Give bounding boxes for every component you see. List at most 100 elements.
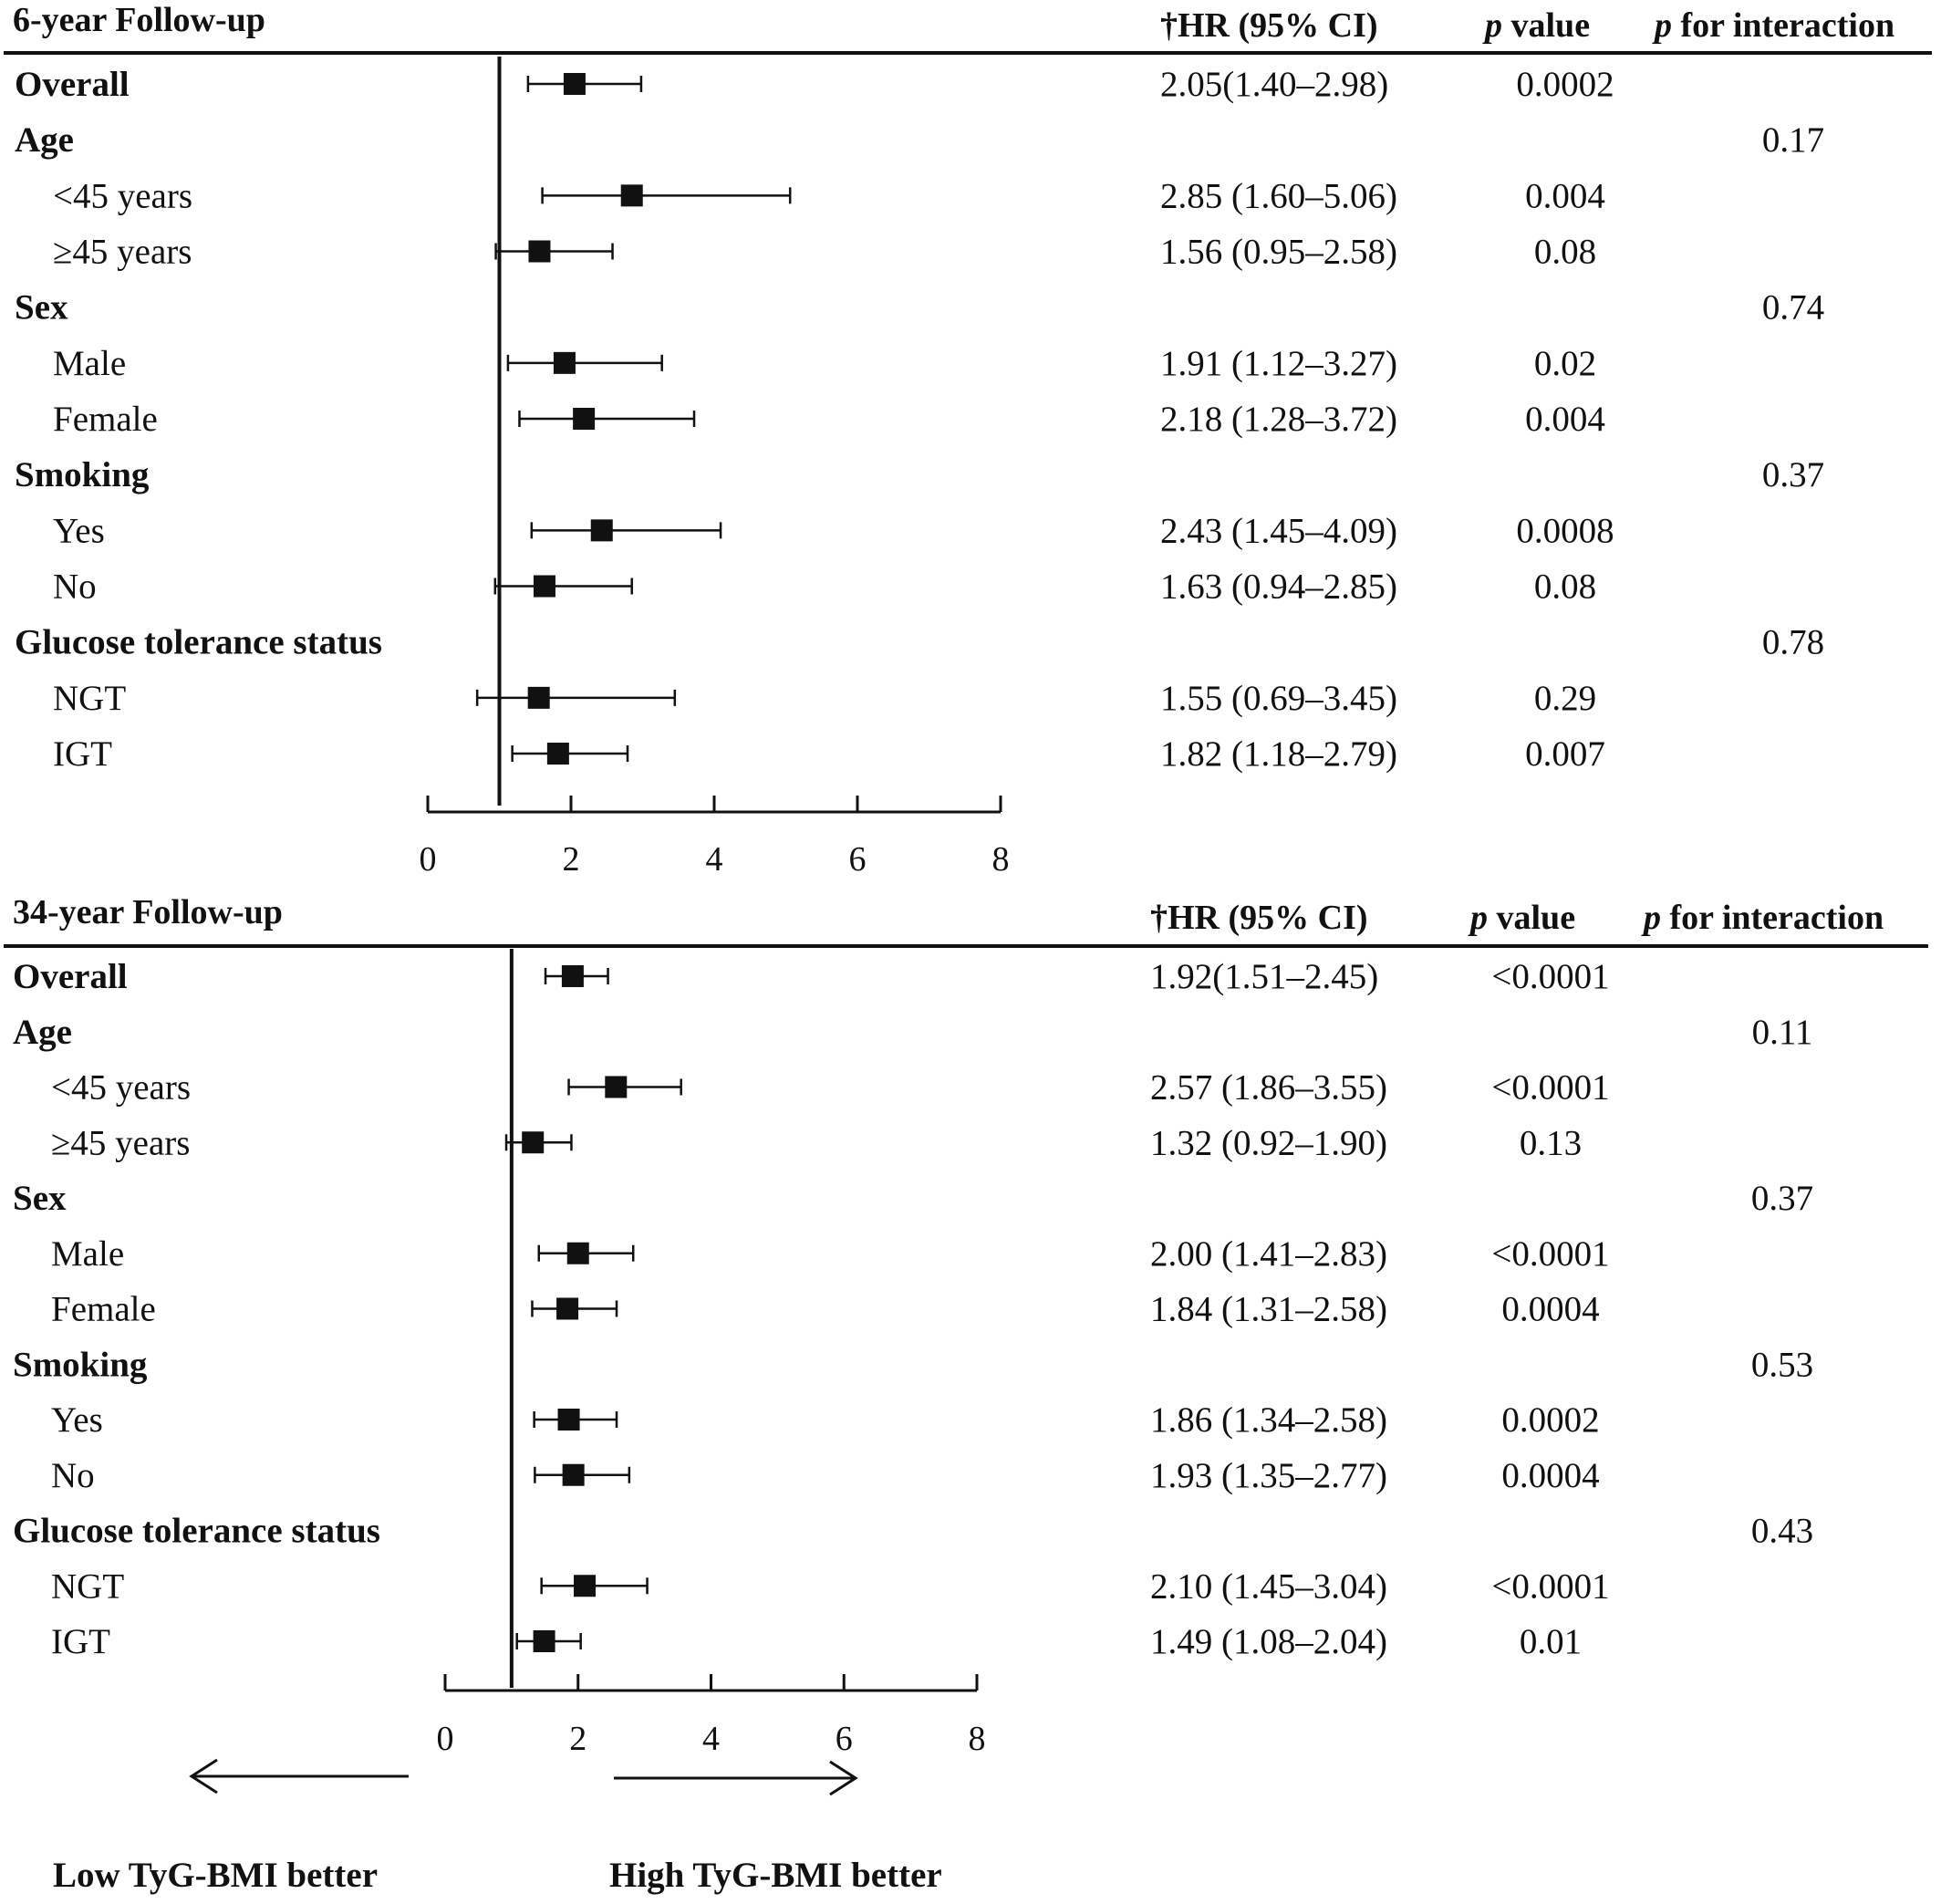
subgroup-label: Female xyxy=(51,1290,156,1329)
p-value: 0.29 xyxy=(1534,679,1596,718)
p-interaction-value: 0.37 xyxy=(1751,1179,1813,1218)
p-value: 0.0002 xyxy=(1501,1400,1599,1440)
hr-point-marker xyxy=(563,73,586,95)
p-value: 0.13 xyxy=(1520,1123,1582,1162)
hr-column-header: †HR (95% CI) xyxy=(1160,6,1378,45)
subgroup-label: <45 years xyxy=(53,176,192,215)
subgroup-heading: Glucose tolerance status xyxy=(15,623,382,662)
hr-point-marker xyxy=(561,965,584,987)
hr-ci-value: 2.10 (1.45–3.04) xyxy=(1150,1566,1387,1606)
hr-ci-value: 1.32 (0.92–1.90) xyxy=(1150,1123,1387,1162)
subgroup-label: Yes xyxy=(53,511,105,550)
hr-ci-value: 1.93 (1.35–2.77) xyxy=(1150,1456,1387,1495)
subgroup-label: NGT xyxy=(51,1566,124,1606)
x-tick-label: 2 xyxy=(569,1720,586,1758)
hr-ci-value: 1.82 (1.18–2.79) xyxy=(1160,734,1397,774)
p-value: 0.08 xyxy=(1534,567,1596,607)
hr-point-marker xyxy=(533,575,555,598)
p-value: <0.0001 xyxy=(1491,1234,1609,1274)
hr-ci-value: 1.56 (0.95–2.58) xyxy=(1160,233,1397,272)
subgroup-heading: Smoking xyxy=(13,1345,148,1384)
subgroup-label: IGT xyxy=(51,1622,110,1661)
panel-title: 6-year Follow-up xyxy=(13,1,265,39)
hr-ci-value: 2.43 (1.45–4.09) xyxy=(1160,511,1397,550)
p-interaction-column-header: p for interaction xyxy=(1641,899,1884,937)
right-arrow-head xyxy=(829,1760,858,1796)
p-value: 0.004 xyxy=(1525,400,1605,439)
hr-point-marker xyxy=(605,1076,628,1098)
subgroup-heading: Glucose tolerance status xyxy=(13,1512,380,1551)
subgroup-label: No xyxy=(53,567,97,607)
hr-point-marker xyxy=(528,240,551,263)
hr-point-marker xyxy=(533,1630,555,1652)
left-arrow-head xyxy=(189,1758,218,1795)
hr-ci-value: 1.84 (1.31–2.58) xyxy=(1150,1290,1387,1329)
hr-ci-value: 1.86 (1.34–2.58) xyxy=(1150,1400,1387,1440)
subgroup-heading: Overall xyxy=(13,957,128,996)
p-value: <0.0001 xyxy=(1491,957,1609,996)
x-tick-label: 4 xyxy=(706,840,723,879)
hr-point-marker xyxy=(573,408,596,431)
x-tick-label: 8 xyxy=(969,1720,986,1758)
panel-6-year: 6-year Follow-up †HR (95% CI) p value p for… xyxy=(4,1,1932,879)
hr-ci-value: 2.05(1.40–2.98) xyxy=(1160,65,1388,104)
p-value-column-header: p value xyxy=(1482,6,1590,45)
subgroup-heading: Overall xyxy=(15,65,130,104)
hr-point-marker xyxy=(574,1575,597,1597)
x-tick-label: 8 xyxy=(992,840,1010,879)
high-tyg-bmi-better-label: High TyG-BMI better xyxy=(609,1856,942,1895)
p-interaction-value: 0.11 xyxy=(1752,1013,1813,1052)
hr-ci-value: 1.63 (0.94–2.85) xyxy=(1160,567,1397,607)
hr-ci-value: 1.91 (1.12–3.27) xyxy=(1160,344,1397,383)
hr-ci-value: 2.85 (1.60–5.06) xyxy=(1160,176,1397,215)
p-interaction-value: 0.17 xyxy=(1762,120,1824,160)
subgroup-label: Female xyxy=(53,400,158,439)
p-value: <0.0001 xyxy=(1491,1068,1609,1108)
x-tick-label: 2 xyxy=(563,840,580,879)
subgroup-label: ≥45 years xyxy=(51,1123,190,1162)
subgroup-heading: Sex xyxy=(15,288,68,328)
hr-point-marker xyxy=(566,1242,589,1264)
panel-34-year: 34-year Follow-up †HR (95% CI) p value p fo… xyxy=(4,893,1928,1758)
hr-ci-value: 2.18 (1.28–3.72) xyxy=(1160,400,1397,439)
hr-point-marker xyxy=(546,743,569,765)
hr-point-marker xyxy=(620,184,643,207)
subgroup-heading: Sex xyxy=(13,1179,67,1218)
p-value: 0.01 xyxy=(1520,1622,1582,1661)
hr-ci-value: 2.57 (1.86–3.55) xyxy=(1150,1068,1387,1108)
hr-ci-value: 2.00 (1.41–2.83) xyxy=(1150,1234,1387,1274)
direction-footer: Low TyG-BMI better High TyG-BMI better xyxy=(53,1758,942,1895)
hr-point-marker xyxy=(556,1297,579,1320)
subgroup-label: Male xyxy=(53,344,126,383)
p-value: 0.007 xyxy=(1525,734,1605,774)
hr-point-marker xyxy=(557,1409,580,1431)
p-value: 0.0008 xyxy=(1516,511,1614,550)
subgroup-heading: Age xyxy=(13,1013,72,1052)
subgroup-label: No xyxy=(51,1456,95,1495)
x-tick-label: 0 xyxy=(420,840,437,879)
subgroup-label: IGT xyxy=(53,734,112,774)
p-value: 0.004 xyxy=(1525,176,1605,215)
hr-point-marker xyxy=(522,1131,545,1154)
p-interaction-column-header: p for interaction xyxy=(1652,6,1894,45)
p-interaction-value: 0.74 xyxy=(1762,288,1824,328)
subgroup-label: NGT xyxy=(53,679,126,718)
subgroup-label: Male xyxy=(51,1234,124,1274)
p-value: 0.0004 xyxy=(1501,1456,1599,1495)
x-tick-label: 6 xyxy=(836,1720,853,1758)
hr-point-marker xyxy=(590,519,613,542)
p-value: 0.08 xyxy=(1534,233,1596,272)
p-value: 0.0004 xyxy=(1501,1290,1599,1329)
subgroup-heading: Smoking xyxy=(15,455,150,494)
p-interaction-value: 0.43 xyxy=(1751,1512,1813,1551)
hr-ci-value: 1.55 (0.69–3.45) xyxy=(1160,679,1397,718)
p-interaction-value: 0.37 xyxy=(1762,455,1824,494)
x-tick-label: 0 xyxy=(437,1720,454,1758)
p-interaction-value: 0.53 xyxy=(1751,1345,1813,1384)
p-value-column-header: p value xyxy=(1468,899,1575,937)
low-tyg-bmi-better-label: Low TyG-BMI better xyxy=(53,1856,378,1895)
hr-point-marker xyxy=(527,686,550,709)
p-value: <0.0001 xyxy=(1491,1566,1609,1606)
hr-ci-value: 1.92(1.51–2.45) xyxy=(1150,957,1378,996)
